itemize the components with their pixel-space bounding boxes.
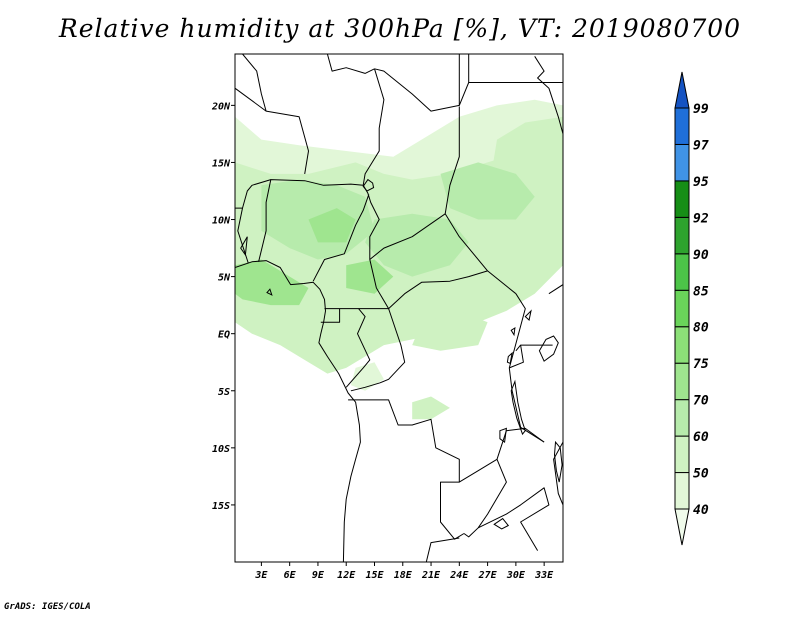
colorbar-label: 99 [693,102,709,117]
lon-tick-label: 30E [506,570,526,581]
country-border [345,308,371,388]
colorbar-segment [674,289,690,328]
grads-credit: GrADS: IGES/COLA [4,602,91,612]
colorbar: 40 50 60 70 75 80 85 90 92 95 97 99 [674,71,709,546]
lon-tick-label: 33E [534,570,554,581]
coastline [235,260,361,562]
lon-tick-label: 24E [449,570,469,581]
country-border [235,179,271,209]
humidity-region-benue-core [308,208,356,243]
lat-tick-label: 10S [212,444,230,455]
map-title: Relative humidity at 300hPa [%], VT: 201… [58,14,742,43]
lake-outline [510,327,516,337]
humidity-region-drc-central [412,310,488,351]
humidity-fill-layer [235,99,563,420]
colorbar-segment [674,435,690,474]
colorbar-label: 90 [693,248,709,263]
colorbar-segment [674,143,690,182]
lon-tick-label: 18E [394,570,413,581]
lon-tick-label: 15E [365,570,384,581]
country-border [374,54,460,112]
country-border [548,284,563,295]
colorbar-label: 75 [693,357,709,372]
country-border [348,399,465,540]
lake-outline [510,379,526,436]
country-border [350,308,406,392]
country-border [425,537,460,562]
lat-tick-label: 10N [212,216,231,227]
colorbar-label: 40 [693,503,709,518]
lat-tick-label: 5N [218,273,231,284]
colorbar-segment [674,326,690,364]
country-border [235,87,267,112]
colorbar-label: 85 [693,284,709,299]
lake-outline [538,335,559,362]
country-border [477,487,550,551]
lon-tick-label: 21E [421,570,441,581]
country-borders [235,54,563,562]
country-border [553,441,563,506]
lat-tick-label: 15S [212,501,230,512]
country-border [320,308,341,323]
humidity-region-angola-spot [412,396,450,420]
lat-tick-label: 5S [218,387,230,398]
colorbar-label: 50 [693,467,709,482]
country-border [326,54,375,74]
lon-tick-label: 3E [254,570,268,581]
colorbar-segment [674,472,690,510]
lake-outline [493,517,510,530]
lat-tick-label: 15N [212,158,231,169]
country-border [237,207,249,264]
lake-outline [524,309,532,321]
humidity-region-cameroon-core [346,259,394,294]
lon-tick-label: 6E [284,570,297,581]
lon-tick-label: 27E [478,570,498,581]
lake-outline [240,236,248,257]
country-border [509,345,524,369]
country-border [312,194,370,282]
humidity-region-sudan-core [440,162,535,220]
latitude-axis: 20N 15N 10N 5N EQ 5S 10S 15S [211,101,235,512]
colorbar-segment [674,180,690,218]
colorbar-bottom-triangle [674,508,690,546]
lon-tick-label: 12E [337,570,356,581]
colorbar-top-triangle [674,71,690,109]
country-border [463,459,507,538]
lake-outline [506,351,513,365]
country-border [459,427,545,483]
colorbar-segment [674,399,690,437]
lake-outline [266,288,273,296]
colorbar-label: 60 [693,430,709,445]
longitude-axis: 3E 6E 9E 12E 15E 18E 21E 24E 27E 30E 33E [254,562,554,581]
colorbar-segment [674,107,690,145]
lat-tick-label: 20N [211,101,231,112]
map-frame [234,53,564,563]
colorbar-label: 97 [693,138,709,153]
lake-outline [553,440,563,483]
country-border [458,54,470,106]
humidity-region-car-core [365,213,469,277]
country-border [508,293,545,443]
colorbar-label: 95 [693,175,709,190]
lon-tick-label: 9E [312,570,325,581]
colorbar-segment [674,216,690,255]
lat-tick-label: EQ [218,330,230,341]
humidity-region-gulf-guinea-core [235,259,309,306]
colorbar-label: 92 [693,211,709,226]
colorbar-segment [674,253,690,291]
colorbar-label: 80 [693,321,709,336]
country-border [258,179,364,262]
colorbar-segment [674,362,690,401]
lake-outline [362,178,375,192]
country-border [369,213,446,260]
coastline-red-sea [534,56,563,135]
colorbar-label: 70 [693,394,709,409]
lake-outline [499,427,508,443]
